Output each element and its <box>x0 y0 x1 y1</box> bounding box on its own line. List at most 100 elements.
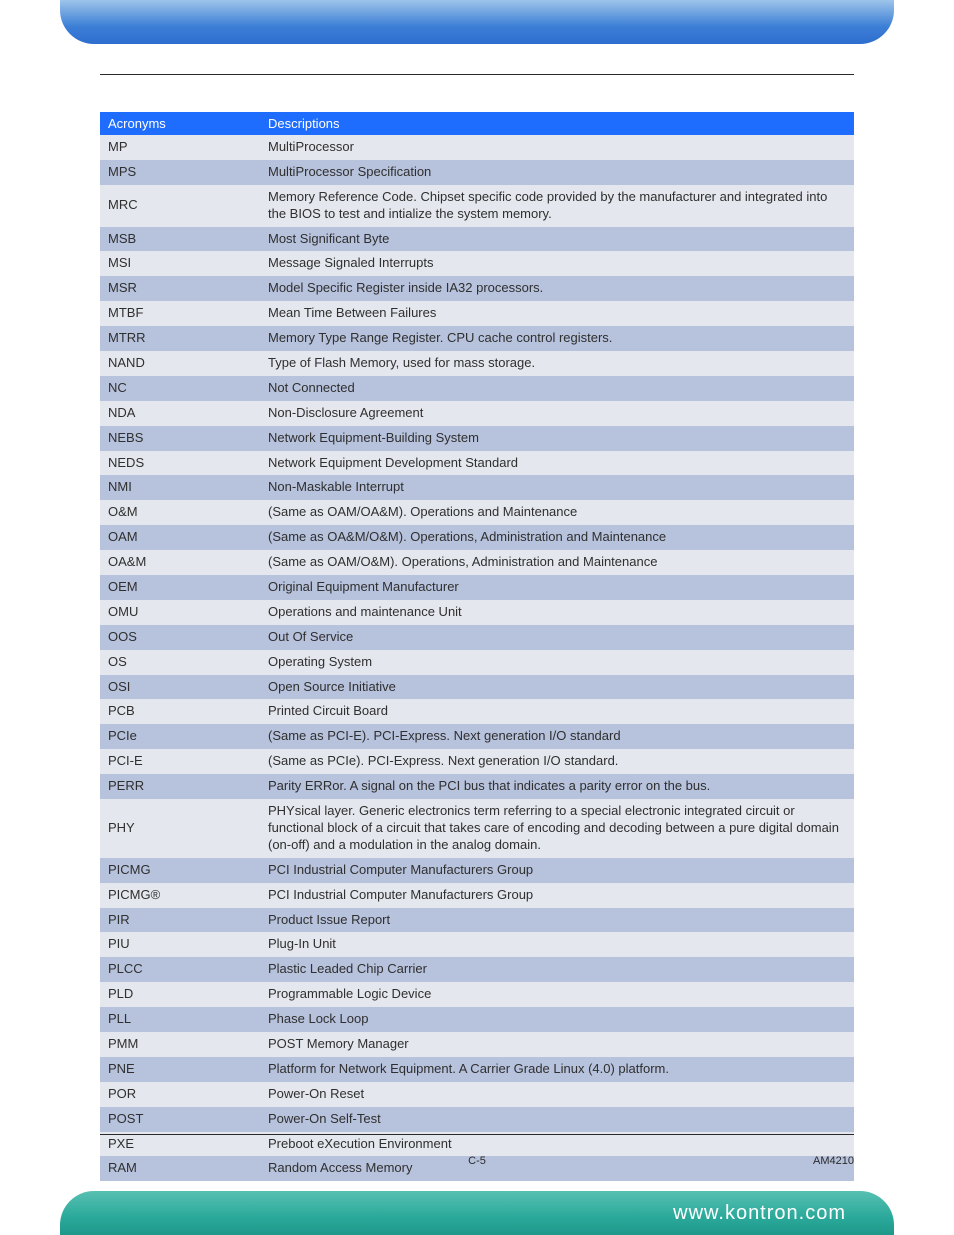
description-cell: Non-Disclosure Agreement <box>260 401 854 426</box>
acronym-cell: PICMG® <box>100 883 260 908</box>
description-cell: Parity ERRor. A signal on the PCI bus th… <box>260 774 854 799</box>
description-cell: Power-On Reset <box>260 1082 854 1107</box>
table-row: PLDProgrammable Logic Device <box>100 982 854 1007</box>
acronym-cell: OMU <box>100 600 260 625</box>
description-cell: Model Specific Register inside IA32 proc… <box>260 276 854 301</box>
table-row: PMMPOST Memory Manager <box>100 1032 854 1057</box>
description-cell: Memory Type Range Register. CPU cache co… <box>260 326 854 351</box>
description-cell: Not Connected <box>260 376 854 401</box>
description-cell: Plug-In Unit <box>260 932 854 957</box>
description-cell: PHYsical layer. Generic electronics term… <box>260 799 854 858</box>
acronym-cell: PMM <box>100 1032 260 1057</box>
table-row: MSRModel Specific Register inside IA32 p… <box>100 276 854 301</box>
acronym-cell: NMI <box>100 475 260 500</box>
acronym-cell: PCI-E <box>100 749 260 774</box>
table-row: PNEPlatform for Network Equipment. A Car… <box>100 1057 854 1082</box>
acronym-cell: NC <box>100 376 260 401</box>
acronym-cell: MTRR <box>100 326 260 351</box>
acronym-cell: OOS <box>100 625 260 650</box>
acronym-cell: POST <box>100 1107 260 1132</box>
description-cell: Preboot eXecution Environment <box>260 1132 854 1157</box>
table-row: MSIMessage Signaled Interrupts <box>100 251 854 276</box>
description-cell: Out Of Service <box>260 625 854 650</box>
description-cell: Non-Maskable Interrupt <box>260 475 854 500</box>
table-row: PIUPlug-In Unit <box>100 932 854 957</box>
acronym-cell: MSR <box>100 276 260 301</box>
description-cell: Printed Circuit Board <box>260 699 854 724</box>
acronym-cell: MSI <box>100 251 260 276</box>
description-cell: Random Access Memory <box>260 1156 854 1181</box>
description-cell: Programmable Logic Device <box>260 982 854 1007</box>
table-row: NEDSNetwork Equipment Development Standa… <box>100 451 854 476</box>
acronym-cell: OAM <box>100 525 260 550</box>
description-cell: Most Significant Byte <box>260 227 854 252</box>
acronym-cell: RAM <box>100 1156 260 1181</box>
acronym-cell: NEDS <box>100 451 260 476</box>
description-cell: Operating System <box>260 650 854 675</box>
table-row: OOSOut Of Service <box>100 625 854 650</box>
description-cell: Phase Lock Loop <box>260 1007 854 1032</box>
acronym-cell: PLL <box>100 1007 260 1032</box>
acronym-cell: MTBF <box>100 301 260 326</box>
table-row: MSBMost Significant Byte <box>100 227 854 252</box>
footer-url: www.kontron.com <box>673 1202 846 1225</box>
acronym-cell: NDA <box>100 401 260 426</box>
acronym-cell: MPS <box>100 160 260 185</box>
page: Acronyms Descriptions MPMultiProcessorMP… <box>0 0 954 1235</box>
acronym-cell: OS <box>100 650 260 675</box>
table-row: OA&M(Same as OAM/O&M). Operations, Admin… <box>100 550 854 575</box>
acronym-cell: PICMG <box>100 858 260 883</box>
acronym-cell: PERR <box>100 774 260 799</box>
description-cell: PCI Industrial Computer Manufacturers Gr… <box>260 883 854 908</box>
table-row: O&M(Same as OAM/OA&M). Operations and Ma… <box>100 500 854 525</box>
table-row: PERRParity ERRor. A signal on the PCI bu… <box>100 774 854 799</box>
table-row: PHYPHYsical layer. Generic electronics t… <box>100 799 854 858</box>
table-row: PIRProduct Issue Report <box>100 908 854 933</box>
table-row: PICMGPCI Industrial Computer Manufacture… <box>100 858 854 883</box>
table-row: PXEPreboot eXecution Environment <box>100 1132 854 1157</box>
top-banner <box>60 0 894 44</box>
acronym-cell: PLCC <box>100 957 260 982</box>
acronym-cell: OA&M <box>100 550 260 575</box>
description-cell: (Same as OA&M/O&M). Operations, Administ… <box>260 525 854 550</box>
bottom-banner: www.kontron.com <box>60 1191 894 1235</box>
header-descriptions: Descriptions <box>260 112 854 135</box>
table-row: NDANon-Disclosure Agreement <box>100 401 854 426</box>
acronym-cell: MRC <box>100 185 260 227</box>
table-row: PCBPrinted Circuit Board <box>100 699 854 724</box>
description-cell: Power-On Self-Test <box>260 1107 854 1132</box>
description-cell: Mean Time Between Failures <box>260 301 854 326</box>
description-cell: Plastic Leaded Chip Carrier <box>260 957 854 982</box>
table-row: NEBSNetwork Equipment-Building System <box>100 426 854 451</box>
table-header-row: Acronyms Descriptions <box>100 112 854 135</box>
description-cell: POST Memory Manager <box>260 1032 854 1057</box>
acronym-cell: POR <box>100 1082 260 1107</box>
header-acronyms: Acronyms <box>100 112 260 135</box>
table-row: NANDType of Flash Memory, used for mass … <box>100 351 854 376</box>
description-cell: Message Signaled Interrupts <box>260 251 854 276</box>
acronym-cell: PXE <box>100 1132 260 1157</box>
table-row: OEMOriginal Equipment Manufacturer <box>100 575 854 600</box>
acronym-cell: OSI <box>100 675 260 700</box>
table-row: NMINon-Maskable Interrupt <box>100 475 854 500</box>
table-row: MTBFMean Time Between Failures <box>100 301 854 326</box>
acronym-table: Acronyms Descriptions MPMultiProcessorMP… <box>100 112 854 1181</box>
acronym-cell: O&M <box>100 500 260 525</box>
description-cell: Memory Reference Code. Chipset specific … <box>260 185 854 227</box>
table-row: PLLPhase Lock Loop <box>100 1007 854 1032</box>
doc-id: AM4210 <box>813 1155 854 1167</box>
acronym-cell: NAND <box>100 351 260 376</box>
description-cell: PCI Industrial Computer Manufacturers Gr… <box>260 858 854 883</box>
table-row: MPMultiProcessor <box>100 135 854 160</box>
table-row: OMUOperations and maintenance Unit <box>100 600 854 625</box>
description-cell: (Same as OAM/O&M). Operations, Administr… <box>260 550 854 575</box>
table-row: OSOperating System <box>100 650 854 675</box>
description-cell: Network Equipment-Building System <box>260 426 854 451</box>
acronym-cell: PIU <box>100 932 260 957</box>
acronym-cell: PNE <box>100 1057 260 1082</box>
table-row: MPSMultiProcessor Specification <box>100 160 854 185</box>
acronym-cell: PCIe <box>100 724 260 749</box>
table-row: NCNot Connected <box>100 376 854 401</box>
description-cell: Network Equipment Development Standard <box>260 451 854 476</box>
acronym-cell: MP <box>100 135 260 160</box>
